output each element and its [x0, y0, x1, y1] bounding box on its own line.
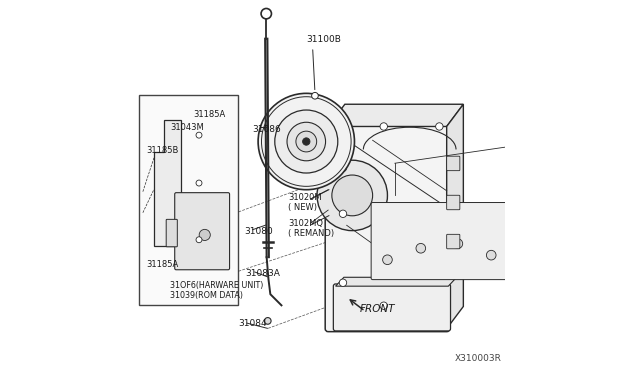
- Polygon shape: [335, 277, 457, 286]
- Text: 31083A: 31083A: [246, 269, 280, 278]
- Circle shape: [606, 233, 614, 240]
- Circle shape: [264, 318, 271, 324]
- FancyBboxPatch shape: [447, 156, 460, 171]
- Circle shape: [565, 123, 573, 130]
- Circle shape: [339, 164, 347, 171]
- Circle shape: [416, 243, 426, 253]
- FancyBboxPatch shape: [325, 124, 450, 332]
- Text: 31185B: 31185B: [147, 145, 179, 154]
- FancyBboxPatch shape: [447, 195, 460, 210]
- Text: 31043M: 31043M: [170, 123, 204, 132]
- Circle shape: [196, 180, 202, 186]
- Text: X310003R: X310003R: [455, 354, 502, 363]
- Circle shape: [339, 210, 347, 218]
- Circle shape: [199, 230, 211, 240]
- Circle shape: [453, 239, 463, 248]
- Text: 31OF6(HARWARE UNIT)
31039(ROM DATA): 31OF6(HARWARE UNIT) 31039(ROM DATA): [170, 281, 263, 300]
- FancyBboxPatch shape: [371, 202, 515, 280]
- Text: 31086: 31086: [253, 125, 282, 134]
- Text: 31185A: 31185A: [147, 260, 179, 269]
- Polygon shape: [328, 104, 463, 126]
- Circle shape: [380, 123, 387, 130]
- Text: 3102MQ
( REMAND): 3102MQ ( REMAND): [289, 219, 335, 238]
- Circle shape: [339, 123, 347, 130]
- Circle shape: [339, 279, 347, 286]
- Text: 31020M
( NEW): 31020M ( NEW): [289, 193, 322, 212]
- Text: 31100B: 31100B: [307, 35, 341, 44]
- Text: 31185A: 31185A: [193, 110, 225, 119]
- Text: 31084: 31084: [238, 320, 267, 328]
- Circle shape: [606, 275, 614, 282]
- FancyBboxPatch shape: [166, 219, 177, 247]
- Circle shape: [275, 110, 338, 173]
- Circle shape: [565, 295, 573, 302]
- Circle shape: [261, 9, 271, 19]
- FancyBboxPatch shape: [447, 234, 460, 249]
- Circle shape: [436, 123, 443, 130]
- Polygon shape: [154, 120, 201, 246]
- Circle shape: [317, 160, 387, 231]
- Circle shape: [606, 146, 614, 153]
- Text: FRONT: FRONT: [360, 304, 395, 314]
- Circle shape: [258, 93, 355, 190]
- Circle shape: [380, 302, 387, 310]
- Circle shape: [196, 132, 202, 138]
- Circle shape: [606, 187, 614, 195]
- Circle shape: [287, 122, 326, 161]
- Circle shape: [296, 131, 317, 152]
- FancyBboxPatch shape: [333, 284, 451, 331]
- FancyBboxPatch shape: [175, 193, 230, 270]
- Circle shape: [196, 237, 202, 243]
- Polygon shape: [447, 104, 463, 329]
- Bar: [139, 95, 239, 305]
- Circle shape: [312, 92, 318, 99]
- Circle shape: [509, 302, 517, 310]
- Circle shape: [509, 123, 517, 130]
- Circle shape: [332, 175, 372, 216]
- Circle shape: [303, 138, 310, 145]
- Circle shape: [383, 255, 392, 264]
- Circle shape: [486, 250, 496, 260]
- Text: 31080: 31080: [244, 227, 273, 236]
